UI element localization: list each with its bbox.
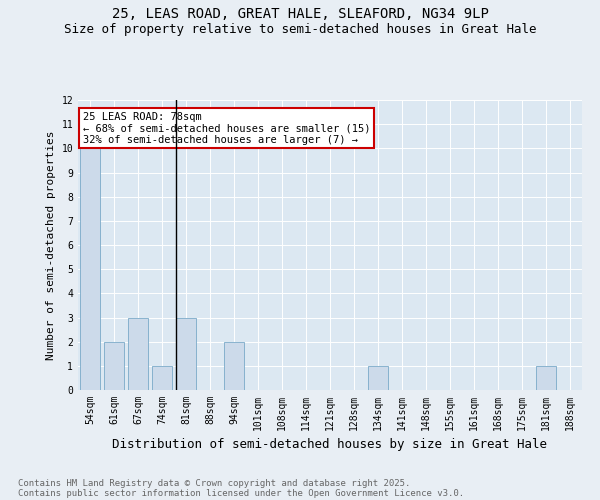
- Bar: [536, 366, 556, 390]
- X-axis label: Distribution of semi-detached houses by size in Great Hale: Distribution of semi-detached houses by …: [113, 438, 548, 452]
- Bar: [80, 148, 100, 390]
- Bar: [104, 342, 124, 390]
- Text: Contains HM Land Registry data © Crown copyright and database right 2025.: Contains HM Land Registry data © Crown c…: [18, 478, 410, 488]
- Text: 25, LEAS ROAD, GREAT HALE, SLEAFORD, NG34 9LP: 25, LEAS ROAD, GREAT HALE, SLEAFORD, NG3…: [112, 8, 488, 22]
- Bar: [128, 318, 148, 390]
- Text: Size of property relative to semi-detached houses in Great Hale: Size of property relative to semi-detach…: [64, 22, 536, 36]
- Text: 25 LEAS ROAD: 78sqm
← 68% of semi-detached houses are smaller (15)
32% of semi-d: 25 LEAS ROAD: 78sqm ← 68% of semi-detach…: [83, 112, 371, 145]
- Bar: [152, 366, 172, 390]
- Bar: [224, 342, 244, 390]
- Y-axis label: Number of semi-detached properties: Number of semi-detached properties: [46, 130, 56, 360]
- Text: Contains public sector information licensed under the Open Government Licence v3: Contains public sector information licen…: [18, 488, 464, 498]
- Bar: [176, 318, 196, 390]
- Bar: [368, 366, 388, 390]
